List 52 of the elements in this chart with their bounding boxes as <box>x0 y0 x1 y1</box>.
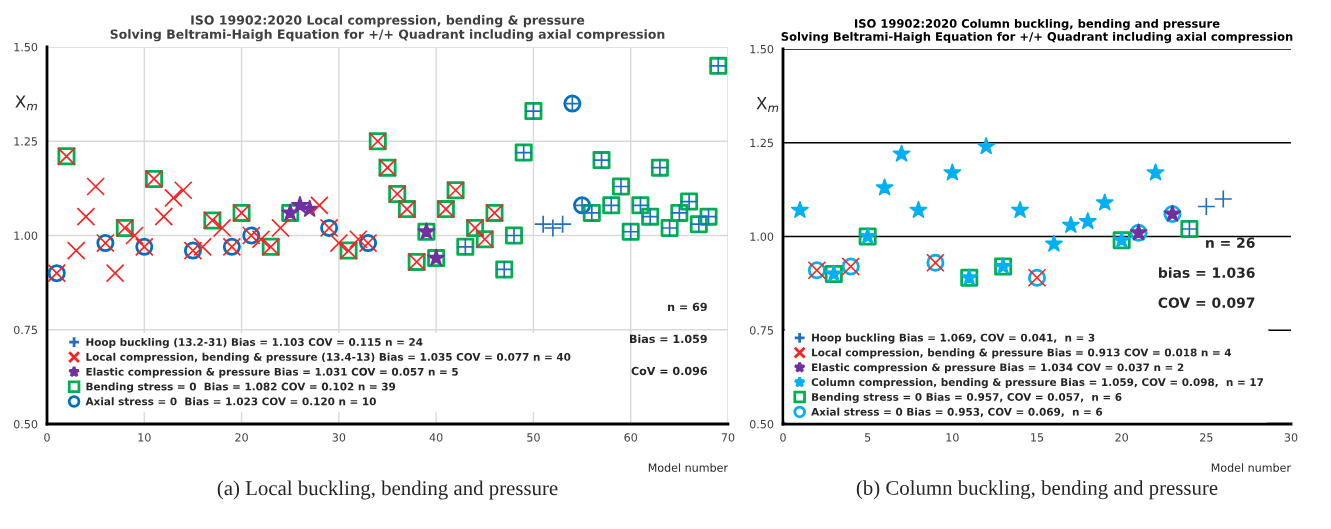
x-axis-title: Model number <box>1211 463 1291 472</box>
x-tick-label: 50 <box>527 433 540 442</box>
y-tick-label: 1.50 <box>14 42 38 52</box>
x-tick-label: 0 <box>44 433 50 442</box>
y-axis-title: X$_{m}$ <box>756 97 779 112</box>
x-tick-label: 30 <box>1284 433 1298 442</box>
y-tick-label: 0.75 <box>13 325 37 335</box>
x-tick-label: 15 <box>1031 433 1044 442</box>
y-tick-label: 1.00 <box>750 232 774 241</box>
x-tick-label: 5 <box>864 433 871 442</box>
annotation: CoV = 0.096 <box>631 366 707 376</box>
legend-label: Elastic compression & pressure Bias = 1.034 COV = 0.037 n = 2 <box>812 363 1184 374</box>
legend-label: Axial stress = 0 Bias = 1.023 COV = 0.120 n = 10 <box>85 397 376 406</box>
chart-subtitle: Solving Beltrami-Haigh Equation for +/+ Quadrant including axial compression <box>110 29 665 42</box>
text: (b) Column buckling, bending and pressure <box>856 480 1218 500</box>
annotation: Bias = 1.059 <box>630 334 707 344</box>
chart-title: ISO 19902:2020 Local compression, bending & pressure <box>191 15 585 28</box>
annotation: n = 26 <box>1206 237 1255 248</box>
legend-label: Bending stress = 0 Bias = 1.082 COV = 0.102 n = 39 <box>86 382 396 393</box>
x-tick-label: 10 <box>138 433 151 442</box>
x-tick-label: 20 <box>235 433 248 442</box>
legend-label: Local compression, bending & pressure (13.4-13) Bias = 1.035 COV = 0.077 n = 40 <box>86 352 571 363</box>
x-axis-title: Model number <box>648 463 728 472</box>
x-tick-label: 10 <box>946 433 959 442</box>
legend-label: Hoop buckling Bias = 1.069, COV = 0.041, n = 3 <box>812 333 1095 344</box>
legend-label: Bending stress = 0 Bias = 0.957, COV = 0.057, n = 6 <box>812 392 1122 403</box>
x-tick-label: 0 <box>780 433 786 442</box>
x-tick-label: 70 <box>721 433 735 442</box>
y-axis-title: X$_{m}$ <box>15 95 37 111</box>
annotation: bias = 1.036 <box>1159 267 1255 278</box>
y-tick-label: 0.50 <box>13 419 38 429</box>
legend-label: Axial stress = 0 Bias = 0.953, COV = 0.069, n = 6 <box>811 407 1103 418</box>
y-tick-label: 1.25 <box>750 138 773 148</box>
chart-subtitle: Solving Beltrami-Haigh Equation for +/+ Quadrant including axial compression <box>781 31 1293 44</box>
y-tick-label: 0.75 <box>749 326 773 335</box>
y-tick-label: 0.50 <box>749 419 774 429</box>
x-tick-label: 20 <box>1115 433 1128 442</box>
x-tick-label: 40 <box>429 433 443 442</box>
y-tick-label: 1.00 <box>14 231 38 240</box>
x-tick-label: 25 <box>1200 433 1213 442</box>
legend-label: Column compression, bending & pressure Bias = 1.059, COV = 0.098, n = 17 <box>811 377 1263 389</box>
annotation: COV = 0.097 <box>1158 297 1255 308</box>
legend-label: Hoop buckling (13.2-31) Bias = 1.103 COV = 0.115 n = 24 <box>86 337 423 349</box>
annotation: n = 69 <box>668 302 707 312</box>
y-tick-label: 1.25 <box>14 137 37 146</box>
y-tick-label: 1.50 <box>750 44 774 54</box>
legend-label: Local compression, bending & pressure Bias = 0.913 COV = 0.018 n = 4 <box>812 348 1232 359</box>
x-tick-label: 30 <box>332 433 346 442</box>
text: (a) Local buckling, bending and pressure <box>217 480 558 500</box>
legend-label: Elastic compression & pressure Bias = 1.031 COV = 0.057 n = 5 <box>86 367 458 378</box>
x-tick-label: 60 <box>624 433 638 442</box>
chart-title: ISO 19902:2020 Column buckling, bending and pressure <box>855 18 1220 31</box>
